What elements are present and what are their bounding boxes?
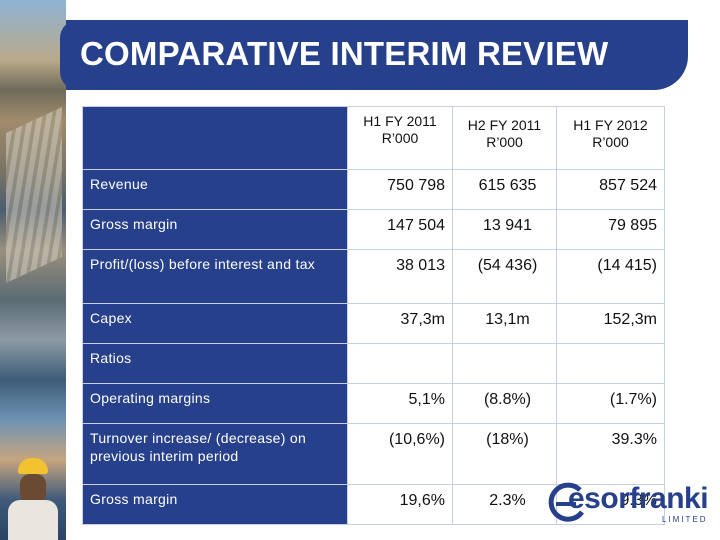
header-blank-cell — [82, 106, 348, 170]
company-logo: esorfranki LIMITED — [540, 478, 714, 528]
cell-value: (10,6%) — [347, 423, 453, 485]
table-row: Gross margin 147 504 13 941 79 895 — [82, 209, 665, 250]
row-label: Revenue — [82, 169, 348, 210]
table-header-row: H1 FY 2011 R’000 H2 FY 2011 R’000 H1 FY 20… — [82, 106, 665, 170]
cell-value: 5,1% — [347, 383, 453, 424]
column-header-unit: R’000 — [381, 130, 419, 146]
cell-value — [452, 343, 557, 384]
column-header-unit: R’000 — [486, 134, 523, 150]
table-row: Turnover increase/ (decrease) on previou… — [82, 423, 665, 485]
column-header: H2 FY 2011 R’000 — [452, 106, 557, 170]
cell-value: 79 895 — [556, 209, 665, 250]
pipeline-photo — [6, 106, 62, 284]
worker-shirt-photo — [8, 500, 58, 540]
cell-value — [556, 343, 665, 384]
cell-value: 13 941 — [452, 209, 557, 250]
cell-value: 19,6% — [347, 484, 453, 525]
slide-title: COMPARATIVE INTERIM REVIEW — [80, 35, 609, 72]
table-row: Profit/(loss) before interest and tax 38… — [82, 249, 665, 304]
cell-value: 38 013 — [347, 249, 453, 304]
column-header: H1 FY 2012 R’000 — [556, 106, 665, 170]
logo-swoosh-icon — [548, 482, 585, 522]
cell-value: (1.7%) — [556, 383, 665, 424]
cell-value: 39.3% — [556, 423, 665, 485]
table-row: Gross margin 19,6% 2.3% 9.3% — [82, 484, 665, 525]
logo-wordmark: esorfranki — [568, 482, 709, 515]
row-label: Profit/(loss) before interest and tax — [82, 249, 348, 304]
cell-value: (8.8%) — [452, 383, 557, 424]
column-header: H1 FY 2011 R’000 — [347, 106, 453, 170]
cell-value: 13,1m — [452, 303, 557, 344]
worker-photo — [20, 474, 46, 504]
cell-value: 152,3m — [556, 303, 665, 344]
cell-value — [347, 343, 453, 384]
table-row: Capex 37,3m 13,1m 152,3m — [82, 303, 665, 344]
cell-value: 615 635 — [452, 169, 557, 210]
comparative-review-table: H1 FY 2011 R’000 H2 FY 2011 R’000 H1 FY 20… — [82, 106, 665, 525]
table-row: Revenue 750 798 615 635 857 524 — [82, 169, 665, 210]
row-label: Gross margin — [82, 209, 348, 250]
cell-value: 750 798 — [347, 169, 453, 210]
cell-value: (54 436) — [452, 249, 557, 304]
cell-value: (18%) — [452, 423, 557, 485]
column-header-unit: R’000 — [592, 134, 629, 150]
row-label: Ratios — [82, 343, 348, 384]
column-header-period: H2 FY 2011 — [467, 117, 542, 133]
cell-value: (14 415) — [556, 249, 665, 304]
decorative-photo-strip — [0, 0, 66, 540]
row-label: Turnover increase/ (decrease) on previou… — [82, 423, 348, 485]
row-label: Capex — [82, 303, 348, 344]
title-banner — [66, 20, 688, 90]
column-header-period: H1 FY 2011 — [363, 113, 437, 129]
logo-subtext: LIMITED — [662, 515, 708, 524]
table-row: Ratios — [82, 343, 665, 384]
column-header-period: H1 FY 2012 — [573, 117, 648, 133]
hardhat-photo — [18, 458, 48, 474]
row-label: Gross margin — [82, 484, 348, 525]
cell-value: 857 524 — [556, 169, 665, 210]
cell-value: 147 504 — [347, 209, 453, 250]
cell-value: 37,3m — [347, 303, 453, 344]
table-row: Operating margins 5,1% (8.8%) (1.7%) — [82, 383, 665, 424]
cell-value: 2.3% — [452, 484, 557, 525]
row-label: Operating margins — [82, 383, 348, 424]
